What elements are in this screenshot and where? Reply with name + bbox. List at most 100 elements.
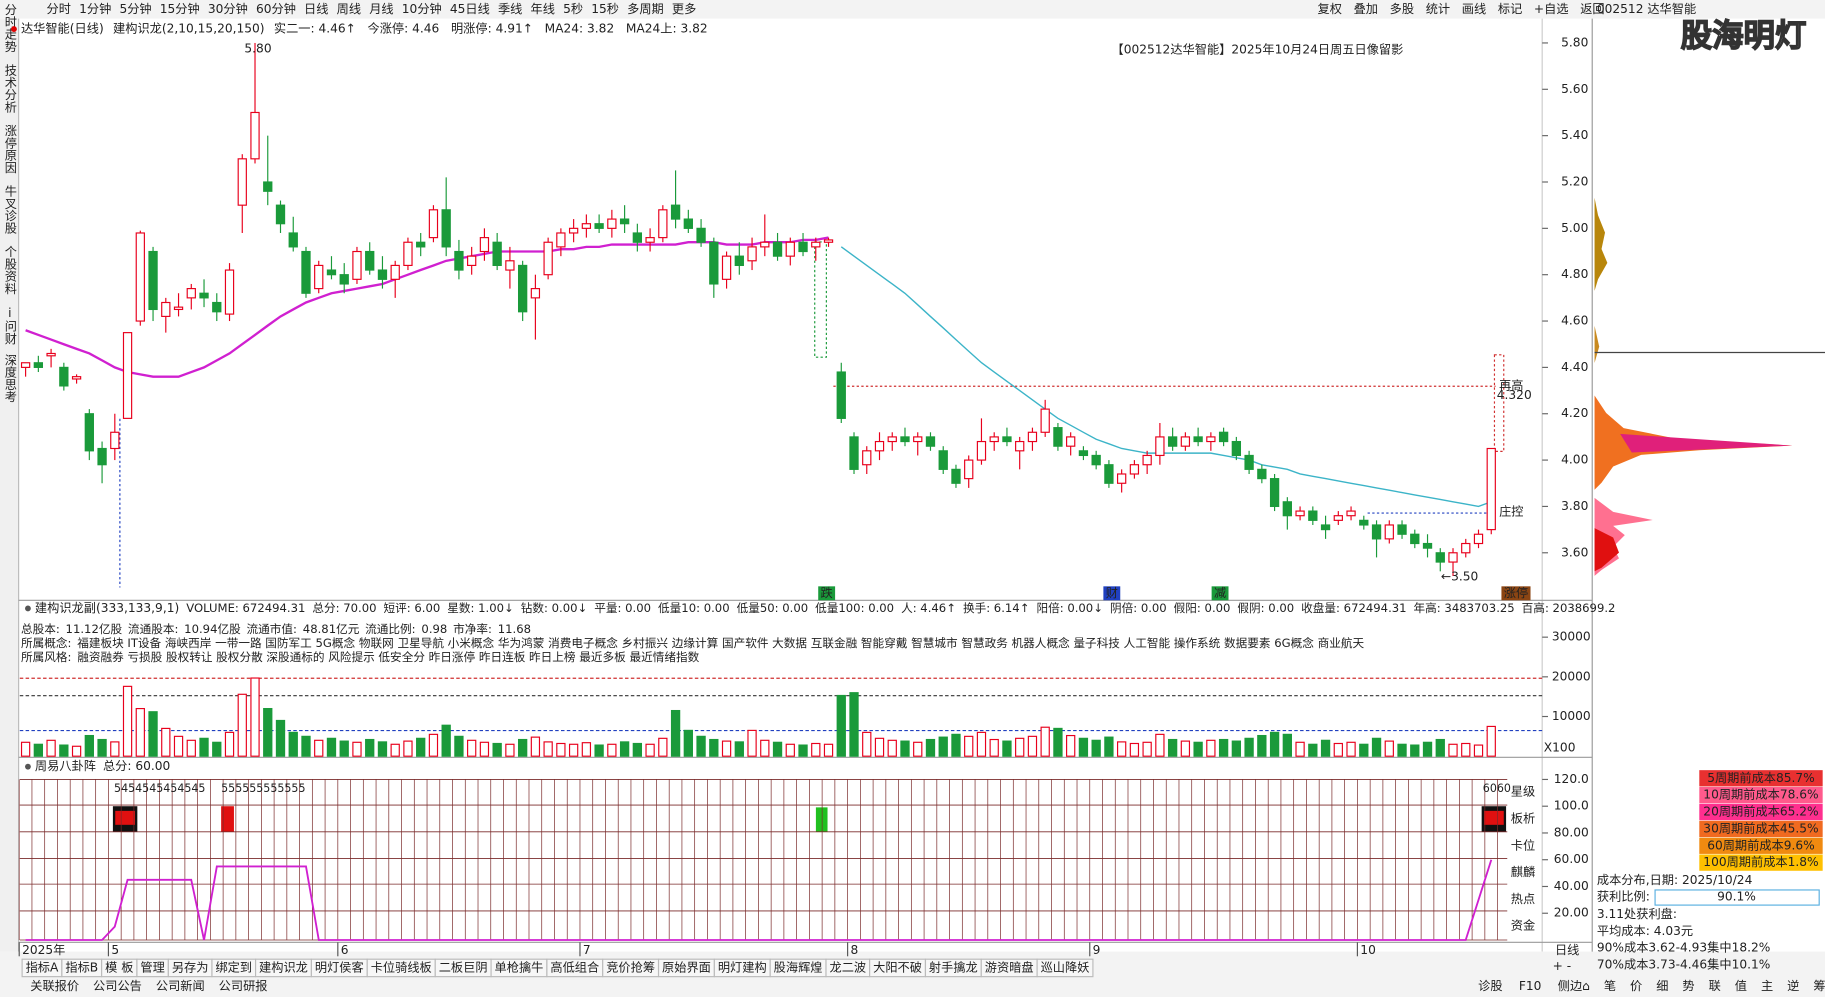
candle-body	[428, 209, 439, 239]
title-dot	[25, 605, 31, 612]
toolbar-button[interactable]: 返回	[1580, 2, 1604, 16]
side-tab[interactable]: 深度思考	[3, 353, 17, 402]
status-icon[interactable]: 联	[1709, 979, 1721, 993]
toolbar-button[interactable]: 统计	[1426, 2, 1450, 16]
zoom-buttons[interactable]: + -	[1553, 959, 1572, 973]
candle-body	[390, 264, 400, 280]
period-tab[interactable]: 分时	[47, 2, 71, 16]
period-tab[interactable]: 5秒	[563, 2, 583, 16]
volume-bar	[1333, 742, 1343, 757]
volume-bar	[951, 733, 961, 757]
period-tab[interactable]: 更多	[672, 2, 696, 16]
period-label: 日线	[1555, 943, 1579, 957]
bottom-tab[interactable]: 卡位骑线板	[371, 959, 432, 974]
cost-date: 成本分布,日期: 2025/10/24	[1597, 873, 1753, 887]
side-tab[interactable]: 技术分析	[3, 64, 17, 114]
volume-bar	[581, 742, 592, 757]
bottom-tab[interactable]: 股海辉煌	[774, 959, 823, 974]
side-tab[interactable]: 个股资料	[3, 245, 17, 294]
period-tab[interactable]: 季线	[498, 2, 522, 16]
cost-stat: 70%成本3.73-4.46集中10.1%	[1597, 957, 1770, 972]
period-tab[interactable]: 60分钟	[256, 1, 296, 16]
bottom-tab[interactable]: 高低组合	[550, 959, 599, 974]
bottom-tab[interactable]: 大阳不破	[873, 959, 922, 974]
bottom-tab[interactable]: 龙二波	[830, 960, 867, 974]
bottom-tab[interactable]: 管理	[140, 959, 164, 974]
status-link[interactable]: 侧边⌂	[1558, 979, 1590, 993]
period-tab[interactable]: 30分钟	[208, 1, 248, 16]
toolbar-button[interactable]: 复权	[1318, 2, 1342, 16]
period-tab[interactable]: 15分钟	[160, 1, 200, 16]
bottom-link[interactable]: 公司研报	[219, 978, 268, 993]
period-tab[interactable]: 年线	[531, 2, 555, 16]
bottom-tab[interactable]: 巡山降妖	[1041, 960, 1090, 974]
bottom-link[interactable]: 关联报价	[30, 978, 79, 993]
bottom-tab[interactable]: 指标B	[65, 959, 98, 974]
toolbar-button[interactable]: 标记	[1498, 2, 1522, 16]
period-tab[interactable]: 5分钟	[119, 1, 151, 16]
period-tab[interactable]: 1分钟	[79, 1, 111, 16]
pane-stat: 低量10: 0.00	[658, 601, 730, 615]
x-tick-label: 2025年	[22, 943, 65, 957]
volume-bar	[1346, 741, 1356, 757]
status-icon[interactable]: 筹	[1813, 979, 1825, 993]
toolbar-button[interactable]: +自选	[1534, 2, 1569, 16]
bottom-tab[interactable]: 二板巨阴	[439, 960, 488, 974]
candle-body	[186, 288, 196, 299]
side-tab[interactable]: i问财	[3, 306, 17, 344]
candle-body	[1346, 510, 1356, 517]
side-tab[interactable]: 牛叉诊股	[3, 184, 17, 235]
status-link[interactable]: 诊股	[1478, 979, 1502, 993]
status-link[interactable]: F10	[1519, 979, 1542, 993]
row-label: 卡位	[1511, 837, 1535, 852]
y-tick-label: 5.00	[1561, 221, 1588, 235]
bottom-tab[interactable]: 明灯建构	[718, 959, 767, 974]
cost-stat: 平均成本: 4.03元	[1597, 924, 1693, 938]
status-icon[interactable]: 价	[1630, 979, 1642, 993]
bottom-link[interactable]: 公司公告	[93, 979, 142, 993]
ma-line	[840, 246, 1492, 508]
y-tick-label: 40.00	[1554, 879, 1589, 893]
bottom-tab[interactable]: 单枪擒牛	[495, 959, 544, 974]
status-icon[interactable]: 逆	[1787, 978, 1799, 993]
status-icon[interactable]: 主	[1761, 979, 1773, 993]
period-tab[interactable]: 周线	[337, 2, 361, 16]
stock-info: 总股本:	[21, 622, 60, 636]
candle-body	[989, 436, 999, 443]
volume-bar	[237, 693, 247, 757]
toolbar-button[interactable]: 画线	[1462, 2, 1486, 16]
side-tab[interactable]: 涨停原因	[3, 123, 17, 173]
status-icon[interactable]: 势	[1682, 979, 1694, 993]
period-tab[interactable]: 多周期	[627, 2, 664, 16]
bottom-tab[interactable]: 另存为	[172, 960, 209, 974]
period-tab[interactable]: 15秒	[591, 2, 619, 16]
bottom-tab[interactable]: 模 板	[105, 960, 133, 974]
period-tab[interactable]: 45日线	[450, 2, 490, 16]
annotation: 4.320	[1497, 388, 1532, 402]
status-icon[interactable]: 值	[1735, 978, 1747, 993]
bottom-tab[interactable]: 指标A	[26, 959, 59, 974]
period-tab[interactable]: 月线	[369, 2, 393, 16]
bottom-tab[interactable]: 射手擒龙	[929, 959, 978, 974]
bottom-tab[interactable]: 竞价抢筹	[606, 959, 655, 974]
status-icon[interactable]: 笔	[1604, 978, 1616, 993]
period-tab[interactable]: 10分钟	[402, 1, 442, 16]
toolbar-button[interactable]: 多股	[1390, 2, 1414, 16]
candle-body	[1384, 524, 1394, 540]
bottom-tab[interactable]: 明灯侯客	[315, 959, 364, 974]
bottom-tab[interactable]: 建构识龙	[259, 959, 308, 974]
side-tab[interactable]: 分时走势	[3, 3, 17, 52]
toolbar-button[interactable]: 叠加	[1354, 2, 1378, 16]
cost-legend-box	[1699, 837, 1823, 854]
y-tick-label: 4.60	[1561, 314, 1588, 328]
bottom-link[interactable]: 公司新闻	[156, 978, 205, 993]
volume-bar	[1002, 740, 1012, 757]
bottom-tab[interactable]: 绑定到	[215, 959, 252, 974]
period-tab[interactable]: 日线	[304, 2, 328, 16]
bottom-tab[interactable]: 原始界面	[662, 960, 711, 974]
bottom-tab[interactable]: 游资暗盘	[985, 959, 1034, 974]
status-icon[interactable]: 细	[1656, 979, 1668, 993]
stock-info: 10.94亿股	[184, 622, 241, 636]
